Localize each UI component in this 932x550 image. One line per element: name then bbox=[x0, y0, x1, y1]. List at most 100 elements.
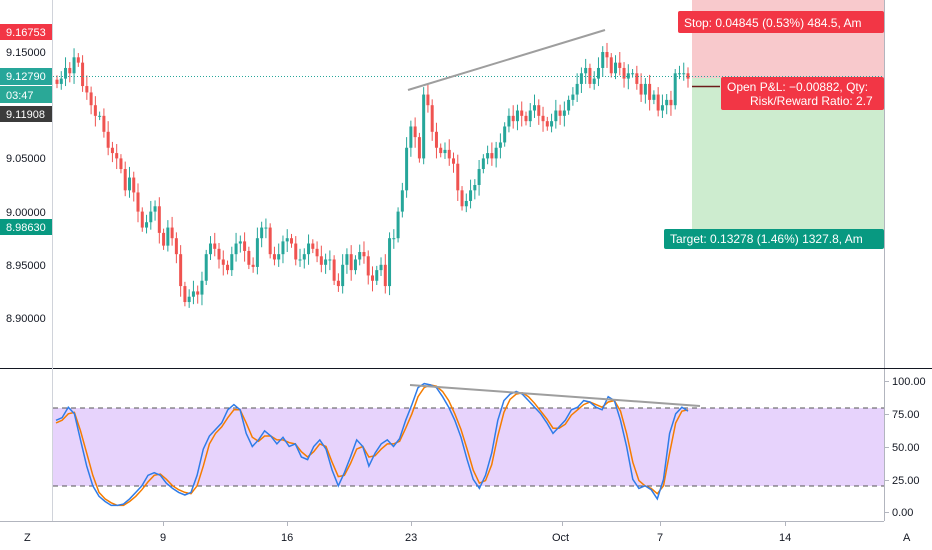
candle-body bbox=[413, 126, 417, 138]
candle-body bbox=[648, 83, 652, 100]
candle-body bbox=[486, 153, 490, 159]
candle-body bbox=[230, 254, 234, 271]
candle-body bbox=[140, 211, 144, 228]
auto-scale-icon[interactable]: A bbox=[903, 532, 911, 544]
last-price-label: 9.12790 bbox=[6, 71, 46, 83]
candle-body bbox=[456, 163, 460, 191]
candle-body bbox=[183, 286, 187, 303]
candle-body bbox=[452, 158, 456, 164]
target-price-badge bbox=[0, 219, 52, 235]
candle-body bbox=[652, 94, 656, 100]
candle-body bbox=[639, 83, 643, 95]
candle-body bbox=[272, 254, 276, 260]
stochastic-k-line bbox=[55, 382, 689, 507]
candle-body bbox=[324, 259, 328, 265]
candle-body bbox=[89, 92, 93, 106]
candle-body bbox=[507, 115, 511, 127]
stochastic-d-line bbox=[55, 384, 689, 507]
candle-body bbox=[315, 248, 319, 257]
candle-body bbox=[234, 243, 238, 255]
candles-group bbox=[55, 42, 690, 308]
candle-body bbox=[153, 206, 157, 212]
candle-body bbox=[157, 206, 161, 233]
stoch-tick-label: 25.00 bbox=[892, 475, 920, 487]
target-price-label: 8.98630 bbox=[6, 222, 46, 234]
target-info-box bbox=[664, 229, 884, 249]
candle-body bbox=[528, 110, 532, 122]
candle-body bbox=[388, 238, 392, 287]
candle-body bbox=[554, 110, 558, 122]
candle-body bbox=[247, 250, 251, 265]
candle-body bbox=[59, 78, 63, 84]
candle-body bbox=[311, 243, 315, 249]
candle-body bbox=[362, 252, 366, 257]
candle-body bbox=[204, 254, 208, 281]
stoch-tick-label: 75.00 bbox=[892, 409, 920, 421]
candle-body bbox=[622, 67, 626, 79]
candle-body bbox=[677, 73, 681, 75]
candle-body bbox=[345, 254, 349, 265]
candle-body bbox=[575, 83, 579, 95]
candle-body bbox=[473, 185, 477, 191]
candle-body bbox=[396, 211, 400, 239]
candle-body bbox=[243, 241, 247, 251]
candle-body bbox=[609, 57, 613, 74]
candle-body bbox=[255, 238, 259, 267]
candle-body bbox=[392, 238, 396, 240]
candle-body bbox=[110, 147, 114, 154]
candle-body bbox=[643, 83, 647, 95]
stoch-tick-label: 50.00 bbox=[892, 442, 920, 454]
candle-body bbox=[55, 79, 59, 84]
candle-body bbox=[332, 259, 336, 281]
candle-body bbox=[289, 238, 293, 244]
countdown-badge bbox=[0, 86, 52, 103]
stochastic-band bbox=[53, 408, 884, 486]
y-tick-label: 9.00000 bbox=[6, 207, 46, 219]
candle-body bbox=[460, 190, 464, 207]
candle-body bbox=[98, 115, 102, 117]
stoch-tick-label: 0.00 bbox=[892, 507, 913, 519]
candle-body bbox=[127, 177, 131, 191]
candle-body bbox=[498, 142, 502, 148]
candle-body bbox=[149, 211, 153, 223]
stop-info-box bbox=[678, 11, 884, 33]
candle-body bbox=[166, 227, 170, 246]
candle-body bbox=[631, 73, 635, 75]
candle-body bbox=[550, 121, 554, 127]
candle-body bbox=[511, 115, 515, 122]
candle-body bbox=[686, 73, 690, 79]
candle-body bbox=[537, 105, 541, 116]
candle-body bbox=[682, 73, 686, 75]
candle-body bbox=[170, 227, 174, 239]
candle-body bbox=[417, 137, 421, 159]
candle-body bbox=[592, 78, 596, 84]
candle-body bbox=[567, 99, 571, 111]
candle-body bbox=[179, 254, 183, 287]
pnl-info-box bbox=[721, 77, 884, 110]
candle-body bbox=[481, 158, 485, 170]
candle-body bbox=[434, 131, 438, 148]
candle-body bbox=[409, 126, 413, 148]
entry-price-label: 9.11908 bbox=[6, 109, 45, 121]
price-trendline[interactable] bbox=[407, 29, 606, 91]
stochastic-trendline[interactable] bbox=[409, 384, 701, 407]
candle-body bbox=[558, 110, 562, 116]
x-tick-label: 23 bbox=[405, 532, 417, 544]
zoom-reset-icon[interactable]: Z bbox=[24, 532, 31, 544]
candle-body bbox=[268, 227, 272, 255]
candle-body bbox=[588, 67, 592, 84]
candle-body bbox=[490, 153, 494, 159]
candle-body bbox=[614, 62, 618, 74]
candle-body bbox=[85, 86, 89, 93]
candle-body bbox=[132, 177, 136, 193]
candle-body bbox=[76, 57, 80, 63]
candle-body bbox=[358, 252, 362, 260]
candle-body bbox=[439, 147, 443, 154]
candle-body bbox=[366, 256, 370, 276]
candle-body bbox=[579, 73, 583, 84]
candle-body bbox=[584, 67, 588, 74]
countdown-label: 03:47 bbox=[6, 90, 34, 102]
candle-body bbox=[115, 153, 119, 159]
candle-body bbox=[106, 131, 110, 148]
